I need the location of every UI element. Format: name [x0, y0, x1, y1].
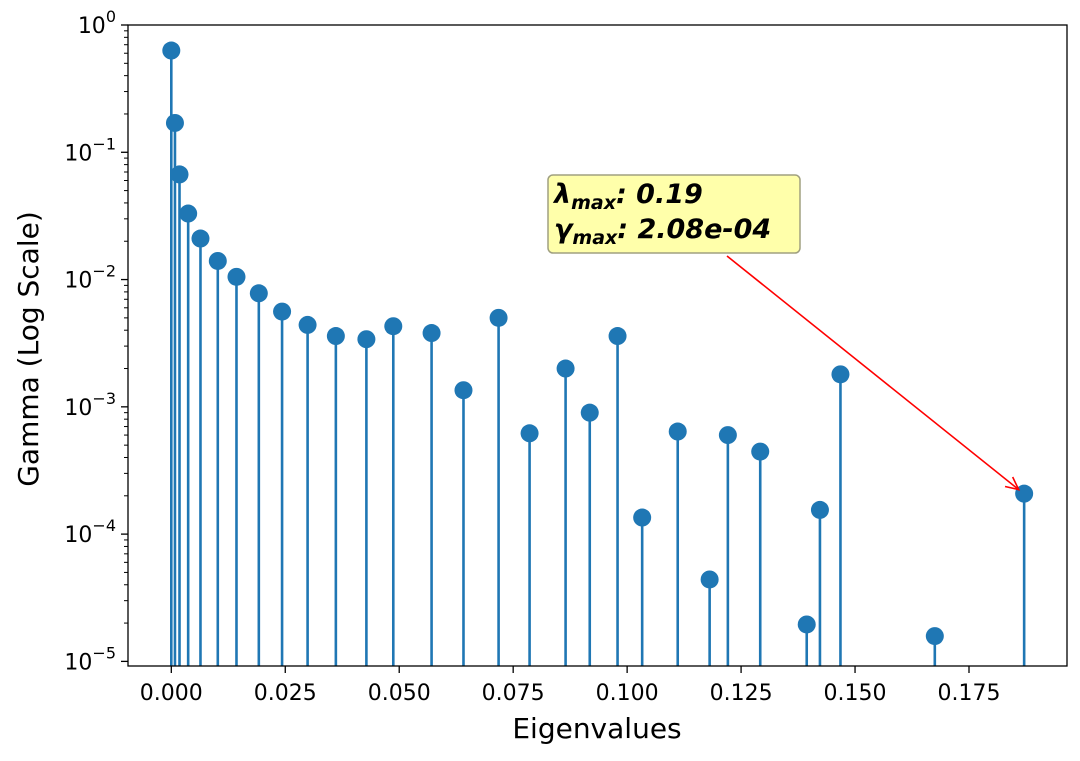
x-axis: 0.000 0.025 0.050 0.075 0.100 0.125 0.150 0.175	[140, 666, 1001, 706]
y-tick-exponent: −3	[92, 389, 116, 408]
stem-marker	[580, 403, 599, 422]
stem-marker	[608, 327, 627, 346]
gamma-subscript: max	[572, 227, 618, 249]
x-axis-label: Eigenvalues	[512, 712, 681, 745]
stem-marker	[298, 315, 317, 334]
gamma-symbol: γ	[554, 214, 574, 245]
annotation-arrow-head	[1004, 476, 1021, 491]
y-tick-base: 10	[64, 141, 92, 166]
stem-marker	[633, 508, 652, 527]
stem-marker	[357, 330, 376, 349]
annotation-arrow	[726, 255, 1020, 491]
y-tick-label: 10−2	[64, 262, 116, 294]
lambda-subscript: max	[571, 192, 617, 214]
stem-marker	[556, 359, 575, 378]
gamma-value: : 2.08e-04	[617, 214, 771, 245]
stem-marker	[831, 365, 850, 384]
x-tick-label: 0.000	[140, 681, 203, 706]
stem-marker	[273, 302, 292, 321]
stem-marker	[718, 426, 737, 445]
y-tick-base: 10	[78, 14, 106, 39]
y-tick-exponent: −2	[92, 262, 116, 281]
x-tick-label: 0.175	[938, 681, 1001, 706]
y-tick-base: 10	[64, 523, 92, 548]
x-tick-label: 0.025	[254, 681, 317, 706]
annotation-line-gamma: γmax: 2.08e-04	[554, 214, 771, 249]
y-tick-base: 10	[64, 650, 92, 675]
y-tick-base: 10	[64, 396, 92, 421]
stem-marker	[170, 165, 189, 184]
y-tick-label: 10−5	[64, 643, 116, 675]
stem-marker	[810, 500, 829, 519]
y-tick-label: 100	[78, 7, 116, 39]
y-tick-exponent: −1	[92, 134, 116, 153]
y-tick-label: 10−4	[64, 516, 116, 548]
stem-marker	[751, 442, 770, 461]
y-tick-label: 10−3	[64, 389, 116, 421]
stem-marker	[489, 308, 508, 327]
stem-marker	[165, 113, 184, 132]
stem-marker	[1015, 484, 1034, 503]
stem-marker	[326, 327, 345, 346]
x-tick-label: 0.100	[596, 681, 659, 706]
stem-marker	[249, 284, 268, 303]
stem-marker	[668, 422, 687, 441]
lambda-symbol: λ	[552, 179, 571, 210]
y-tick-label: 10−1	[64, 134, 116, 166]
stem-marker	[700, 570, 719, 589]
y-tick-base: 10	[64, 269, 92, 294]
y-axis-label: Gamma (Log Scale)	[12, 211, 45, 487]
stem-marker	[454, 381, 473, 400]
stem-marker	[191, 229, 210, 248]
stem-marker	[179, 204, 198, 223]
x-tick-label: 0.125	[710, 681, 773, 706]
lambda-value: : 0.19	[616, 179, 703, 210]
y-tick-exponent: 0	[106, 7, 116, 26]
annotation-line-lambda: λmax: 0.19	[552, 179, 703, 214]
stem-marker	[227, 267, 246, 286]
x-tick-label: 0.075	[482, 681, 545, 706]
plot-area	[162, 41, 1034, 666]
x-tick-label: 0.150	[824, 681, 887, 706]
annotation-box	[547, 174, 801, 254]
stem-marker	[925, 627, 944, 646]
stem-marker	[208, 251, 227, 270]
stem-marker	[520, 424, 539, 443]
axes-frame	[127, 24, 1068, 667]
stem-marker	[422, 324, 441, 343]
y-tick-exponent: −5	[92, 643, 116, 662]
stem-marker	[797, 615, 816, 634]
x-tick-label: 0.050	[368, 681, 431, 706]
stem-marker	[384, 317, 403, 336]
annotation: λmax: 0.19 γmax: 2.08e-04	[547, 174, 1021, 491]
y-tick-exponent: −4	[92, 516, 116, 535]
stem-marker	[162, 41, 181, 60]
